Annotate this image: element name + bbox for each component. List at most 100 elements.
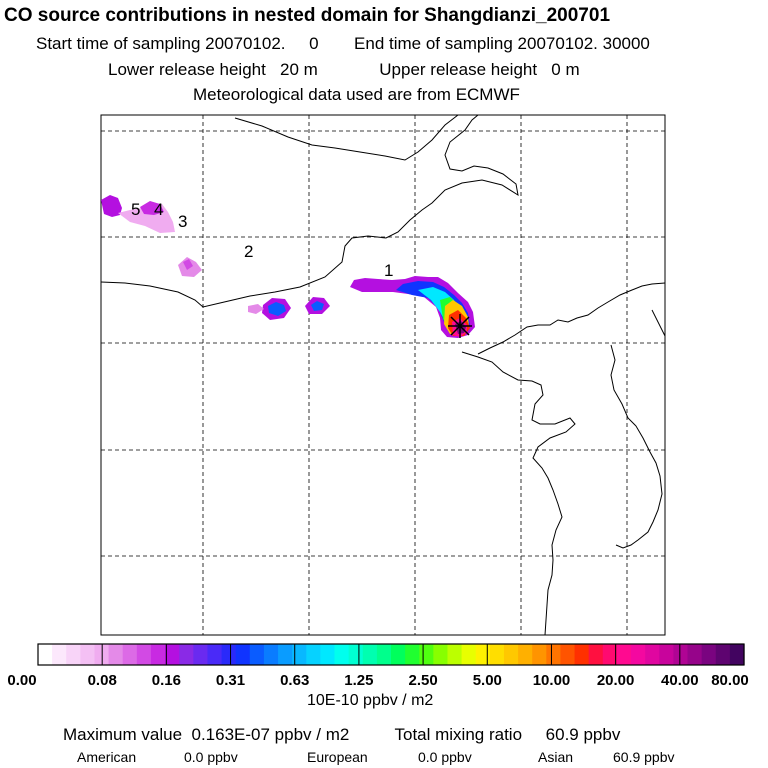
colorbar-cell <box>433 644 449 665</box>
source-region-labels: 1 2 3 4 5 <box>131 200 393 280</box>
colorbar-frame <box>37 643 745 666</box>
colorbar-cell <box>306 644 321 665</box>
colorbar-tick-label: 0.00 <box>7 672 36 689</box>
colorbar-tick-label: 0.08 <box>88 672 117 689</box>
colorbar-tick-label: 0.31 <box>216 672 245 689</box>
meteorological-data-line: Meteorological data used are from ECMWF <box>193 85 520 104</box>
region-label-4: 4 <box>154 200 163 219</box>
region-label-5: 5 <box>131 200 140 219</box>
colorbar-cell <box>292 644 307 665</box>
colorbar-cell <box>179 644 194 665</box>
colorbar-cell <box>419 644 434 665</box>
upper-height-label: Upper release height <box>379 60 538 79</box>
blob-west-1-inner <box>268 302 286 316</box>
east-coastline <box>461 351 576 636</box>
american-label: American <box>77 749 137 765</box>
map-frame <box>100 114 666 636</box>
colorbar-tick-label: 0.63 <box>280 672 309 689</box>
start-time-label: Start time of sampling <box>36 34 201 53</box>
blob-west-2-inner <box>311 301 324 311</box>
colorbar-cell <box>475 644 491 665</box>
colorbar-cell <box>405 644 420 665</box>
lower-height-value: 20 m <box>280 60 318 79</box>
asian-value: 60.9 ppbv <box>613 749 675 765</box>
colorbar-cell <box>207 644 223 665</box>
colorbar-cell <box>391 644 406 665</box>
start-time-value: 20070102. 0 <box>205 34 319 53</box>
colorbar-tick-label: 0.16 <box>152 672 181 689</box>
colorbar-cell <box>602 644 618 665</box>
blob-west-1-fringe <box>248 304 264 314</box>
boundary-lines <box>100 114 666 636</box>
colorbar-cell <box>235 644 251 665</box>
colorbar-cell <box>588 644 604 665</box>
max-value: 0.163E-07 ppbv / m2 <box>191 725 350 744</box>
upper-height-value: 0 m <box>551 60 580 79</box>
blob-region-2-core <box>183 259 193 270</box>
colorbar-cell <box>616 644 632 665</box>
colorbar-cell <box>631 644 646 665</box>
colorbar-tick-label: 1.25 <box>344 672 373 689</box>
colorbar-cell <box>659 644 674 665</box>
colorbar-cell <box>221 644 237 665</box>
summary-line: Maximum value 0.163E-07 ppbv / m2 Total … <box>63 725 620 745</box>
colorbar-unit: 10E-10 ppbv / m2 <box>307 692 434 709</box>
colorbar-cell <box>150 644 166 665</box>
korea-coastline <box>610 344 663 549</box>
receptor-marker-icon <box>448 314 472 338</box>
map-area: 1 2 3 4 5 <box>100 114 666 636</box>
colorbar-cell <box>136 644 152 665</box>
colorbar-cell <box>503 644 519 665</box>
colorbar-tick-label: 20.00 <box>597 672 635 689</box>
colorbar-cell <box>532 644 547 665</box>
max-value-label: Maximum value <box>63 725 183 744</box>
colorbar-cell <box>320 644 336 665</box>
colorbar-cell <box>249 644 265 665</box>
colorbar-cell <box>489 644 505 665</box>
colorbar-cell <box>52 644 67 665</box>
colorbar-cell <box>729 644 745 665</box>
northern-border-line <box>234 114 459 161</box>
lower-height-label: Lower release height <box>108 60 266 79</box>
european-value: 0.0 ppbv <box>418 749 472 765</box>
colorbar-cell <box>165 644 180 665</box>
colorbar-cell <box>278 644 293 665</box>
korea-northeast-coastline <box>651 309 666 337</box>
region-label-3: 3 <box>178 212 187 231</box>
colorbar-cell <box>546 644 562 665</box>
colorbar-tick-label: 80.00 <box>711 672 749 689</box>
end-time-value: 20070102. 30000 <box>517 34 650 53</box>
region-label-1: 1 <box>384 261 393 280</box>
colorbar-cell <box>701 644 717 665</box>
colorbar-cell <box>376 644 392 665</box>
american-value: 0.0 ppbv <box>184 749 238 765</box>
colorbar-tick-label: 2.50 <box>408 672 437 689</box>
colorbar-cell <box>38 644 53 665</box>
blob-region-5 <box>101 195 122 217</box>
colorbar-tick-label: 5.00 <box>473 672 502 689</box>
regional-breakdown: American 0.0 ppbv European 0.0 ppbv Asian 60.… <box>77 749 675 765</box>
colorbar-cell <box>687 644 703 665</box>
colorbar-cell <box>66 644 81 665</box>
colorbar-cell <box>673 644 689 665</box>
colorbar-cell <box>518 644 533 665</box>
asian-label: Asian <box>538 749 574 765</box>
total-mixing-ratio-value: 60.9 ppbv <box>545 725 621 744</box>
colorbar-cell <box>560 644 576 665</box>
sampling-time-line: Start time of sampling 20070102. 0 End t… <box>36 34 650 54</box>
release-height-line: Lower release height 20 m Upper release … <box>108 60 580 80</box>
colorbar-cell <box>263 644 279 665</box>
colorbar-tick-labels: 0.00 0.08 0.16 0.31 0.63 1.25 2.50 5.00 10.00 20.… <box>7 672 748 689</box>
colorbar-cell <box>461 644 477 665</box>
colorbar-cell <box>334 644 350 665</box>
colorbar-cell <box>348 644 364 665</box>
colorbar-cells <box>38 644 745 665</box>
total-mixing-ratio-label: Total mixing ratio <box>394 725 523 744</box>
colorbar-cell <box>193 644 209 665</box>
china-mongolia-border-line <box>100 114 519 308</box>
colorbar-cell <box>122 644 138 665</box>
region-label-2: 2 <box>244 242 253 261</box>
european-label: European <box>307 749 368 765</box>
colorbar: 0.00 0.08 0.16 0.31 0.63 1.25 2.50 5.00 10.00 20.… <box>7 643 749 689</box>
